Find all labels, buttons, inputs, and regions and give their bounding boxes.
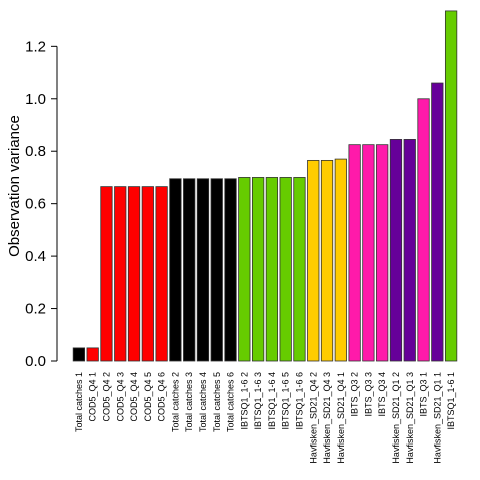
y-tick-label: 0.8 bbox=[25, 143, 46, 160]
bar bbox=[362, 144, 375, 362]
x-tick-label: IBTS_Q3 3 bbox=[363, 372, 373, 417]
x-tick-label: Total catches 5 bbox=[212, 372, 222, 432]
bar bbox=[169, 178, 182, 362]
y-axis-title: Observation variance bbox=[6, 115, 23, 257]
bar bbox=[403, 139, 416, 362]
x-tick-label: COD5_Q4 1 bbox=[88, 372, 98, 422]
x-tick-label: Havfisken_SD21_Q4 2 bbox=[308, 372, 318, 464]
y-tick-label: 1.2 bbox=[25, 38, 46, 55]
y-tick-label: 1.0 bbox=[25, 91, 46, 108]
bar bbox=[100, 186, 113, 362]
x-tick-label: IBTS_Q3 2 bbox=[350, 372, 360, 417]
x-tick-label: IBTSQ1_1-6 4 bbox=[267, 372, 277, 430]
bar bbox=[389, 139, 403, 362]
bar bbox=[334, 158, 347, 362]
bar bbox=[279, 177, 292, 362]
y-tick-label: 0.4 bbox=[25, 248, 46, 265]
bar bbox=[417, 98, 430, 362]
x-tick-label: IBTSQ1_1-6 6 bbox=[294, 372, 304, 430]
bar bbox=[348, 144, 361, 362]
x-tick-label: COD5_Q4 5 bbox=[143, 372, 153, 422]
bar bbox=[265, 177, 279, 362]
bar bbox=[293, 177, 306, 362]
bar bbox=[127, 186, 141, 362]
bar bbox=[238, 177, 251, 362]
x-tick-label: Havfisken_SD21_Q1 3 bbox=[405, 372, 415, 464]
bar bbox=[444, 10, 458, 362]
y-tick-label: 0.0 bbox=[25, 353, 46, 370]
bars bbox=[72, 10, 458, 362]
bar bbox=[431, 82, 444, 362]
x-tick-label: COD5_Q4 3 bbox=[115, 372, 125, 422]
bar bbox=[251, 177, 265, 362]
x-tick-label: Total catches 2 bbox=[170, 372, 180, 432]
bar bbox=[320, 159, 334, 362]
x-tick-label: Havfisken_SD21_Q4 1 bbox=[336, 372, 346, 464]
x-tick-label: Total catches 3 bbox=[184, 372, 194, 432]
bar bbox=[141, 186, 154, 362]
x-tick-label: IBTSQ1_1-6 3 bbox=[253, 372, 263, 430]
bar bbox=[224, 178, 237, 362]
bar bbox=[183, 178, 196, 362]
bar bbox=[196, 178, 210, 362]
bar bbox=[155, 186, 168, 362]
x-tick-label: IBTSQ1_1-6 2 bbox=[239, 372, 249, 430]
x-tick-label: IBTSQ1_1-6 1 bbox=[446, 372, 456, 430]
bar bbox=[114, 186, 127, 362]
x-tick-label: COD5_Q4 6 bbox=[157, 372, 167, 422]
bar bbox=[376, 144, 389, 362]
y-tick-label: 0.6 bbox=[25, 196, 46, 213]
bar bbox=[86, 347, 99, 362]
bar bbox=[307, 159, 320, 362]
x-tick-label: Total catches 1 bbox=[74, 372, 84, 432]
x-tick-label: Havfisken_SD21_Q4 3 bbox=[322, 372, 332, 464]
x-tick-label: COD5_Q4 4 bbox=[129, 372, 139, 422]
y-tick-label: 0.2 bbox=[25, 301, 46, 318]
bar bbox=[210, 178, 223, 362]
x-tick-label: IBTS_Q3 1 bbox=[419, 372, 429, 417]
x-tick-label: IBTSQ1_1-6 5 bbox=[281, 372, 291, 430]
x-tick-label: Total catches 6 bbox=[226, 372, 236, 432]
x-tick-label: COD5_Q4 2 bbox=[101, 372, 111, 422]
x-axis-labels: Total catches 1 COD5_Q4 1 COD5_Q4 2 COD5_Q4… bbox=[74, 372, 456, 464]
x-tick-label: Havfisken_SD21_Q1 2 bbox=[391, 372, 401, 464]
x-tick-label: Total catches 4 bbox=[198, 372, 208, 432]
y-axis: 0.0 0.2 0.4 0.6 0.8 1.0 1.2 bbox=[25, 38, 58, 370]
bar bbox=[72, 347, 86, 362]
x-tick-label: Havfisken_SD21_Q1 1 bbox=[432, 372, 442, 464]
x-tick-label: IBTS_Q3 4 bbox=[377, 372, 387, 417]
